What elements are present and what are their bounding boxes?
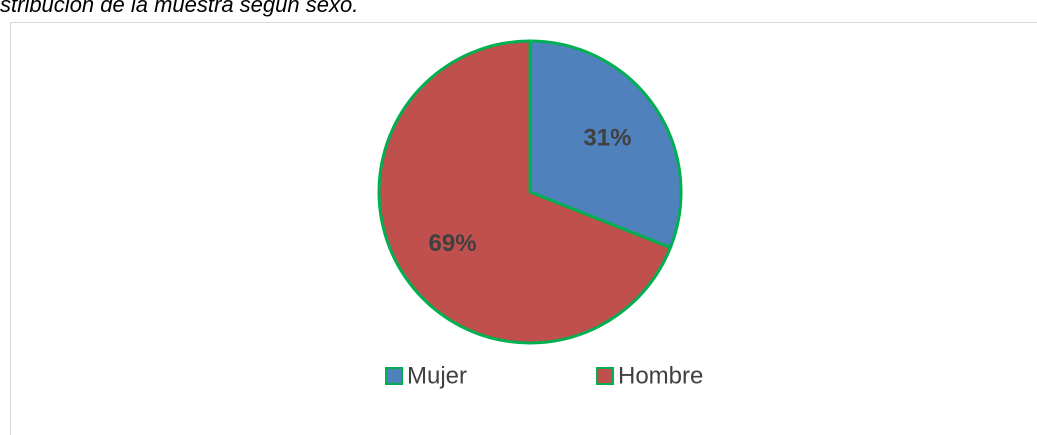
legend-label: Mujer <box>407 362 467 389</box>
legend-swatch <box>596 367 614 385</box>
pie-slice <box>528 39 683 250</box>
pie-slice <box>377 39 673 345</box>
data-label: 31% <box>583 125 631 152</box>
legend-label: Hombre <box>618 362 703 389</box>
data-label: 69% <box>429 230 477 257</box>
legend-swatch <box>385 367 403 385</box>
chart-title: stribución de la muestra según sexo. <box>0 0 358 17</box>
